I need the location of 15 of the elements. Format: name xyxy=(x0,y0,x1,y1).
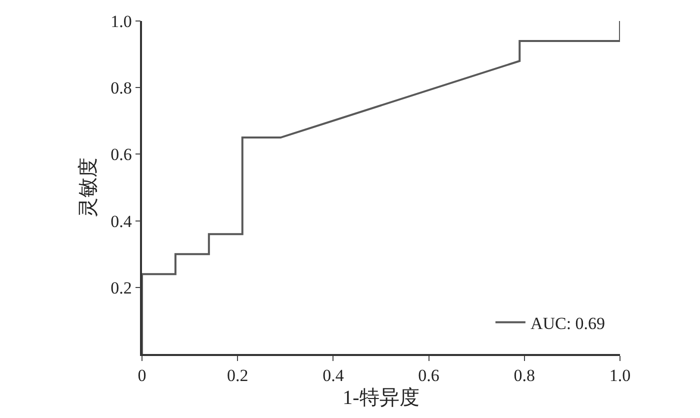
y-tick-label: 0.2 xyxy=(110,278,132,298)
x-tick-label: 0 xyxy=(138,366,146,386)
line-series xyxy=(142,21,620,354)
y-tick-label: 0.4 xyxy=(110,212,132,231)
x-tick-label: 0.2 xyxy=(226,366,248,386)
y-tick-label: 0.8 xyxy=(110,78,132,98)
x-tick-label: 0.4 xyxy=(322,366,344,386)
x-axis-title: 1-特异度 xyxy=(342,387,420,410)
x-tick-label: 1.0 xyxy=(609,366,631,386)
x-tick-label: 0.8 xyxy=(514,366,536,386)
y-tick-label: 0.6 xyxy=(110,145,132,164)
y-axis-title: 灵敏度 xyxy=(78,158,100,218)
y-tick-label: 1.0 xyxy=(110,12,132,31)
x-tick-label: 0.6 xyxy=(418,366,440,386)
legend-label: AUC: 0.69 xyxy=(530,314,606,333)
